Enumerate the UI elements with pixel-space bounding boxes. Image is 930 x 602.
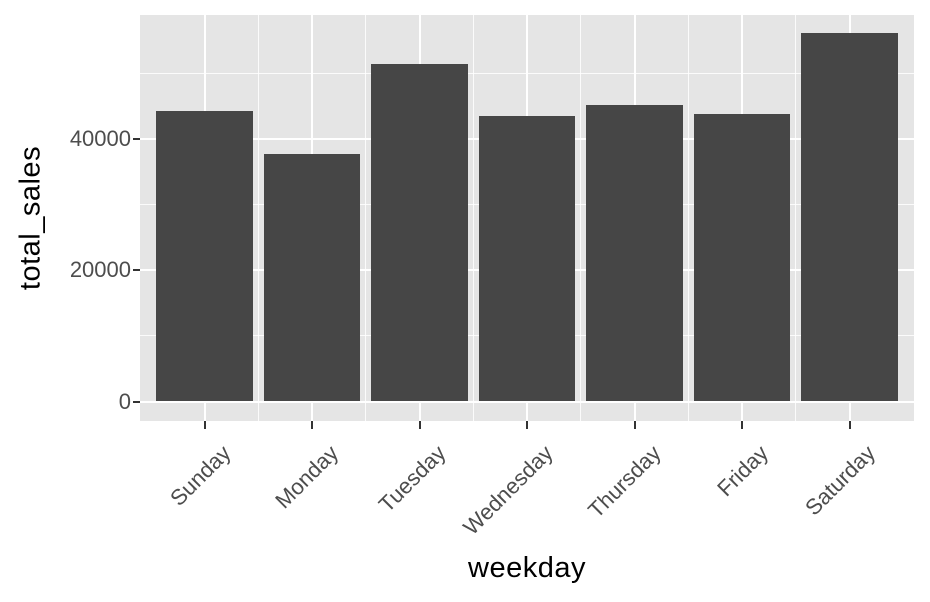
x-axis-title: weekday [468,552,586,584]
y-tick-mark [133,269,140,272]
x-tick-label-monday: Monday [269,440,343,514]
gridline-minor-vertical [257,15,259,421]
y-axis-title: total_sales [14,145,47,291]
x-tick-mark [633,421,636,429]
gridline-minor-vertical [472,15,474,421]
bar-sunday [156,110,253,402]
gridline-minor-vertical [365,15,367,421]
y-tick-mark [133,400,140,403]
x-tick-mark [418,421,421,429]
x-tick-label-sunday: Sunday [165,440,236,511]
plot-panel [140,15,914,421]
gridline-minor-vertical [687,15,689,421]
bar-wednesday [478,115,576,402]
gridline-minor-vertical [795,15,797,421]
y-tick-label: 40000 [69,126,131,152]
bar-friday [693,113,791,402]
x-tick-mark [741,421,743,429]
y-tick-label: 20000 [69,257,131,283]
x-tick-mark [848,421,851,429]
x-tick-label-tuesday: Tuesday [373,440,451,518]
x-tick-label-saturday: Saturday [800,440,881,521]
bar-thursday [586,105,683,402]
y-tick-label: 0 [118,388,131,414]
bar-tuesday [371,63,468,402]
y-tick-mark [133,138,140,141]
bar-monday [263,153,361,402]
x-tick-label-wednesday: Wednesday [458,440,558,540]
x-tick-label-friday: Friday [712,440,773,502]
gridline-minor-vertical [580,15,582,421]
x-tick-label-thursday: Thursday [582,440,666,523]
x-tick-mark [311,421,313,429]
x-tick-mark [526,421,528,429]
bar-saturday [801,33,898,402]
x-tick-mark [203,421,206,429]
